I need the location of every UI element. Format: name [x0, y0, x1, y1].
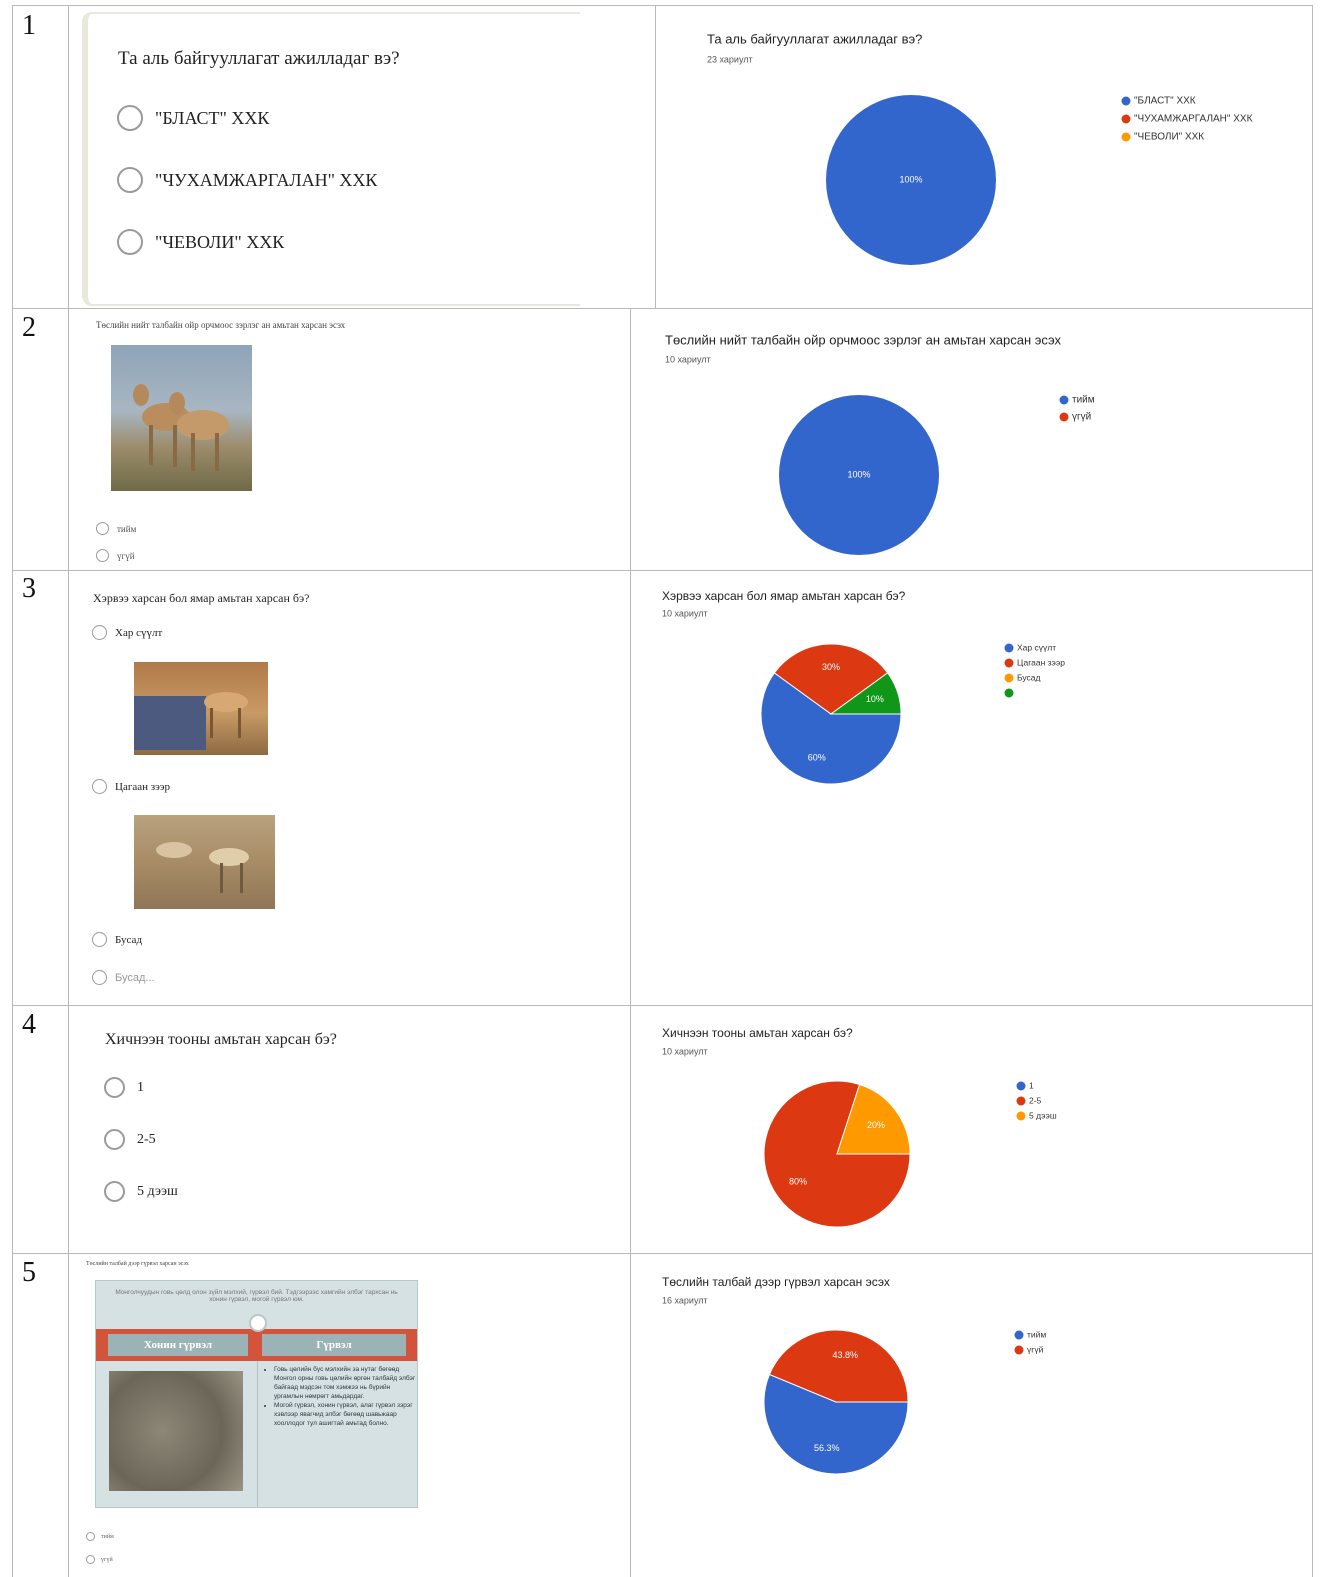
slice-label: 100% — [847, 469, 870, 479]
legend-swatch — [1122, 115, 1131, 124]
legend-label: 2-5 — [1029, 1095, 1042, 1105]
chart-subtitle: 16 хариулт — [662, 1295, 708, 1305]
slice-label: 20% — [867, 1120, 885, 1130]
legend-swatch — [1017, 1097, 1026, 1106]
legend-label: тийм — [1027, 1329, 1046, 1339]
legend-label: 1 — [1029, 1080, 1034, 1090]
chart-title: Төслийн талбай дээр гүрвэл харсан эсэх — [662, 1275, 890, 1289]
legend-label: Хар сүүлт — [1017, 642, 1056, 652]
slice-label: 100% — [899, 174, 922, 184]
legend-swatch — [1060, 396, 1069, 405]
slice-label: 60% — [808, 752, 826, 762]
legend-swatch — [1005, 644, 1014, 653]
legend-label: "БЛАСТ" ХХК — [1134, 96, 1196, 107]
legend-swatch — [1017, 1112, 1026, 1121]
legend-label: "ЧУХАМЖАРГАЛАН" ХХК — [1134, 114, 1253, 125]
legend-swatch — [1017, 1082, 1026, 1091]
page: 1 2 3 4 5 Та аль байгууллагат ажилладаг … — [0, 0, 1325, 1577]
legend-swatch — [1005, 674, 1014, 683]
chart-subtitle: 10 хариулт — [665, 354, 711, 364]
legend-swatch — [1005, 659, 1014, 668]
slice-label: 56.3% — [814, 1443, 840, 1453]
slice-label: 30% — [822, 662, 840, 672]
chart-subtitle: 10 хариулт — [662, 608, 708, 618]
legend-label: тийм — [1072, 395, 1095, 406]
chart-title: Та аль байгууллагат ажилладаг вэ? — [707, 31, 922, 46]
legend-label: Цагаан зээр — [1017, 657, 1065, 667]
legend-label: үгүй — [1072, 412, 1091, 423]
slice-label: 80% — [789, 1177, 807, 1187]
legend-label: "ЧЕВОЛИ" ХХК — [1134, 132, 1204, 143]
legend-label: Бусад — [1017, 672, 1041, 682]
legend-label: үгүй — [1027, 1344, 1044, 1354]
legend-swatch — [1015, 1331, 1024, 1340]
slice-label: 10% — [866, 694, 884, 704]
charts: Та аль байгууллагат ажилладаг вэ? 23 хари… — [0, 0, 1325, 1577]
legend-swatch — [1122, 133, 1131, 142]
chart-title: Төслийн нийт талбайн ойр орчмоос зэрлэг … — [665, 332, 1062, 347]
chart-title: Хичнээн тооны амьтан харсан бэ? — [662, 1026, 853, 1040]
legend-swatch — [1005, 689, 1014, 698]
chart-subtitle: 23 хариулт — [707, 54, 753, 64]
slice-label: 43.8% — [832, 1350, 858, 1360]
chart-subtitle: 10 хариулт — [662, 1046, 708, 1056]
legend-swatch — [1060, 413, 1069, 422]
legend-swatch — [1122, 97, 1131, 106]
chart-title: Хэрвээ харсан бол ямар амьтан харсан бэ? — [662, 589, 906, 603]
legend-label: 5 дээш — [1029, 1110, 1057, 1120]
legend-swatch — [1015, 1346, 1024, 1355]
